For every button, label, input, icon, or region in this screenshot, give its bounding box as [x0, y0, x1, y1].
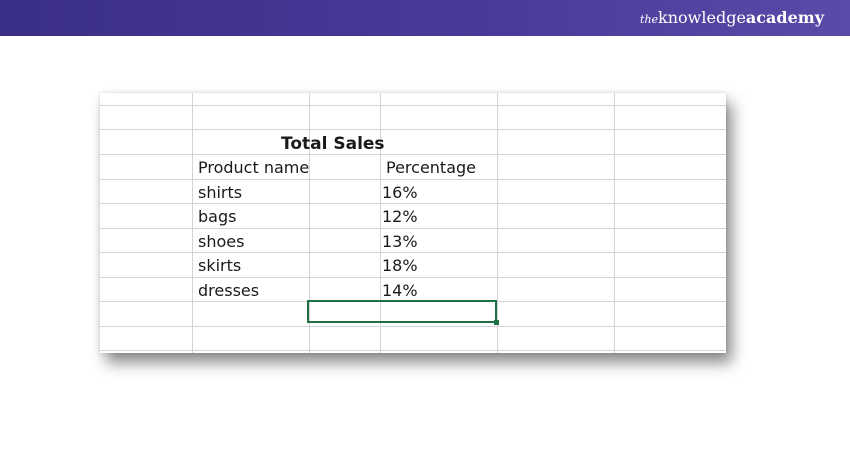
- fill-handle: [494, 320, 499, 325]
- header-percentage: Percentage: [386, 158, 477, 177]
- sheet-title: Total Sales: [281, 134, 385, 154]
- percentage-cell: 13%: [382, 232, 418, 251]
- product-cell: shirts: [198, 183, 243, 202]
- spreadsheet-grid: [100, 93, 726, 353]
- top-banner: theknowledgeacademy: [0, 0, 850, 36]
- header-product-name: Product name: [198, 158, 310, 177]
- percentage-cell: 14%: [382, 281, 418, 300]
- brand-prefix: the: [640, 13, 659, 26]
- brand-name-light: knowledge: [658, 8, 746, 27]
- spreadsheet-screenshot: Total Sales Product name Percentage shir…: [100, 93, 726, 353]
- brand-name-bold: academy: [745, 8, 824, 27]
- brand-logo: theknowledgeacademy: [640, 8, 824, 30]
- product-cell: shoes: [198, 232, 245, 251]
- percentage-cell: 12%: [382, 207, 418, 226]
- product-cell: skirts: [198, 256, 242, 275]
- product-cell: dresses: [198, 281, 260, 300]
- product-cell: bags: [198, 207, 237, 226]
- percentage-cell: 18%: [382, 256, 418, 275]
- selected-cell: [307, 300, 497, 323]
- percentage-cell: 16%: [382, 183, 418, 202]
